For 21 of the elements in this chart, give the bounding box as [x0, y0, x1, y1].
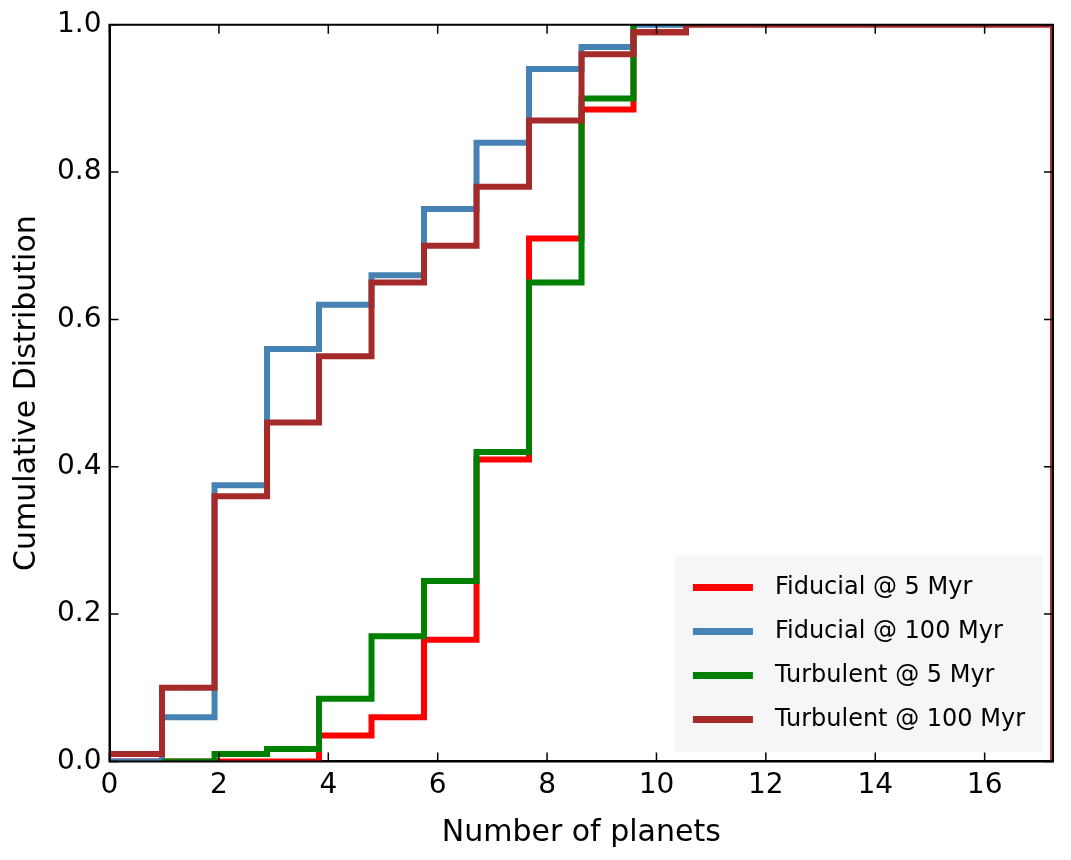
- x-tick-label: 2: [210, 767, 228, 801]
- legend-label: Fiducial @ 100 Myr: [774, 615, 1003, 644]
- x-axis-title: Number of planets: [441, 812, 721, 848]
- y-axis-title: Cumulative Distribution: [6, 215, 42, 571]
- x-tick-label: 16: [966, 767, 1003, 801]
- y-tick-label: 0.2: [57, 595, 102, 629]
- y-tick-label: 0.0: [57, 742, 102, 776]
- x-tick-label: 6: [428, 767, 447, 801]
- x-tick-label: 8: [538, 767, 556, 801]
- legend-label: Fiducial @ 5 Myr: [774, 571, 973, 600]
- x-tick-label: 12: [748, 767, 784, 801]
- y-tick-label: 1.0: [57, 6, 102, 40]
- y-tick-label: 0.6: [57, 300, 102, 334]
- x-tick-label: 10: [638, 767, 675, 801]
- y-tick-label: 0.8: [57, 153, 102, 187]
- y-tick-label: 0.4: [57, 448, 102, 482]
- legend-label: Turbulent @ 5 Myr: [773, 659, 995, 688]
- legend-label: Turbulent @ 100 Myr: [773, 703, 1026, 732]
- x-tick-label: 0: [100, 767, 119, 801]
- x-tick-label: 14: [857, 767, 894, 801]
- x-tick-label: 4: [319, 767, 338, 801]
